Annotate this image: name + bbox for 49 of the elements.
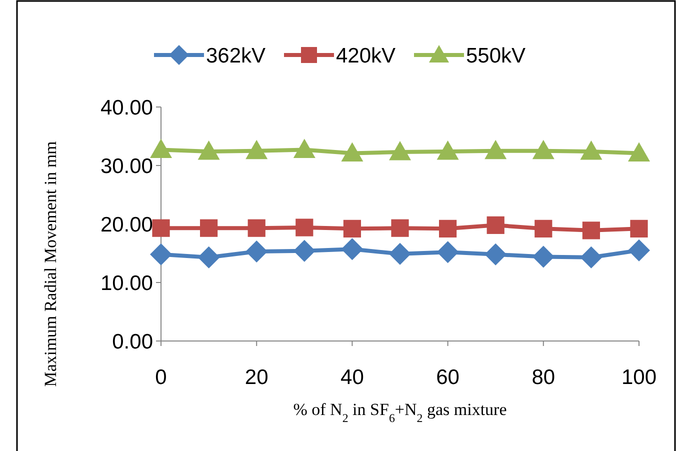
- x-axis-title: % of N$_{2}$ in SF$_{6}$+N$_{2}$ gas mixture: [293, 400, 507, 425]
- point: [341, 142, 364, 162]
- y-tick-label: 20.00: [100, 213, 153, 236]
- point: [389, 242, 411, 265]
- point: [296, 218, 314, 236]
- y-tick-label: 30.00: [100, 154, 153, 178]
- point: [246, 240, 268, 262]
- x-tick-label: 40: [340, 366, 364, 389]
- point: [391, 219, 409, 237]
- point: [439, 220, 457, 238]
- point: [580, 246, 602, 268]
- y-tick-label: 40.00: [100, 96, 153, 120]
- point: [436, 140, 459, 160]
- point: [532, 246, 554, 268]
- legend-label: 362kV: [206, 44, 266, 68]
- y-tick-label: 0.00: [112, 330, 153, 354]
- point: [293, 138, 316, 158]
- point: [582, 222, 600, 240]
- point: [198, 246, 220, 268]
- point: [150, 243, 172, 266]
- x-tick-label: 20: [244, 366, 268, 389]
- point: [628, 239, 650, 262]
- point: [389, 141, 411, 160]
- point: [486, 216, 504, 234]
- point: [630, 220, 648, 238]
- point: [484, 243, 507, 266]
- legend-label: 420kV: [336, 44, 396, 68]
- x-tick-label: 60: [436, 366, 460, 389]
- point: [293, 240, 316, 262]
- y-tick-label: 10.00: [100, 272, 153, 295]
- point: [150, 138, 172, 158]
- point: [152, 219, 170, 237]
- legend-label: 550kV: [466, 44, 526, 68]
- x-tick-label: 80: [532, 366, 556, 389]
- point: [532, 140, 554, 160]
- y-axis-title: Maximum Radial Movement in mm: [41, 141, 60, 387]
- point: [484, 140, 507, 160]
- point: [248, 219, 266, 237]
- point: [341, 238, 364, 260]
- x-tick-label: 0: [155, 366, 167, 389]
- point: [628, 142, 650, 162]
- point: [246, 140, 268, 160]
- point: [198, 140, 220, 160]
- x-tick-label: 100: [621, 366, 657, 389]
- point: [200, 219, 218, 237]
- point: [534, 220, 552, 238]
- point: [580, 140, 602, 160]
- point: [343, 220, 361, 238]
- point: [436, 241, 459, 264]
